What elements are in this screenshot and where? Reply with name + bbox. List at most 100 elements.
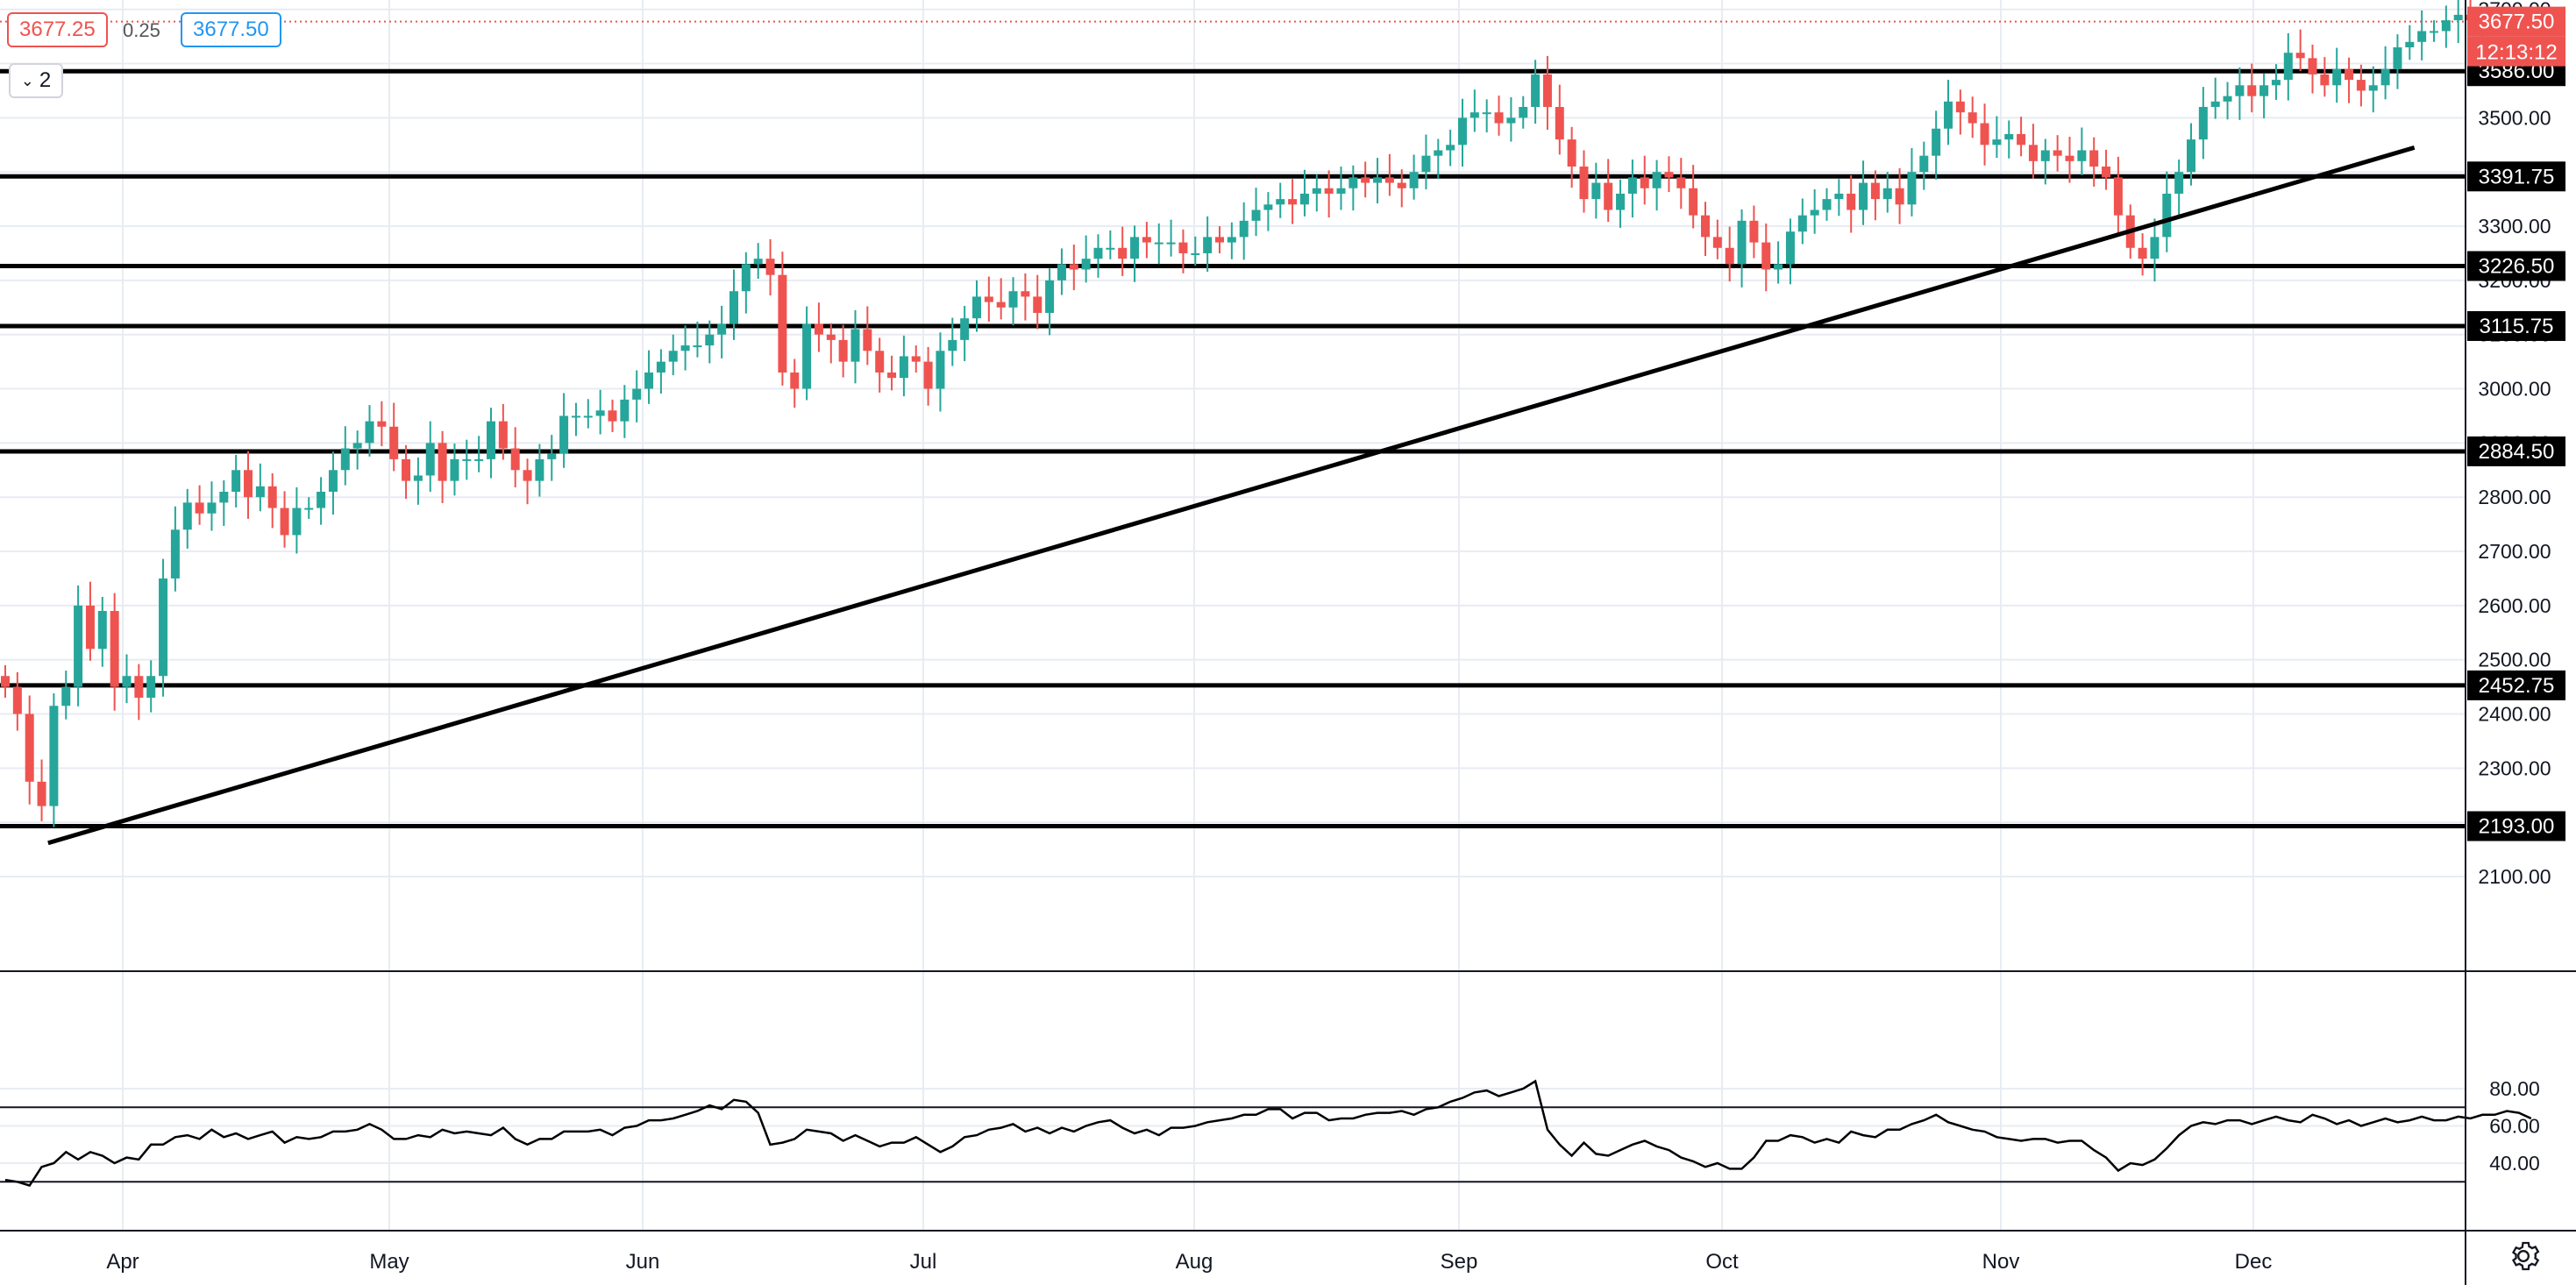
y-tick-label: 2400.00 — [2478, 703, 2551, 726]
candle-body — [765, 259, 775, 275]
candle-body — [1348, 177, 1358, 188]
candle-body — [1506, 117, 1516, 124]
rsi-tick-label: 80.00 — [2489, 1077, 2540, 1100]
candle-body — [207, 502, 217, 514]
candle-body — [1482, 112, 1491, 115]
bid-price[interactable]: 3677.25 — [7, 12, 108, 47]
candle-body — [620, 399, 630, 422]
level-price-label: 3226.50 — [2479, 254, 2555, 278]
candle-body — [1469, 112, 1479, 118]
candle-body — [389, 426, 399, 459]
candle-body — [2380, 68, 2390, 86]
candle-body — [1579, 167, 1589, 200]
candle-body — [1434, 150, 1443, 156]
candle-body — [559, 415, 569, 454]
candle-body — [1288, 199, 1298, 205]
candle-body — [680, 345, 690, 351]
level-price-label: 2452.75 — [2479, 674, 2555, 698]
candle-body — [875, 351, 885, 373]
candle-body — [255, 486, 265, 498]
candle-body — [1008, 291, 1018, 308]
candle-body — [2065, 155, 2074, 161]
candle-body — [1761, 242, 1771, 270]
candle-body — [1519, 107, 1528, 118]
candle-body — [2308, 58, 2317, 75]
candle-body — [1057, 264, 1066, 280]
candle-body — [936, 351, 945, 389]
candle-body — [1689, 188, 1698, 216]
candle-body — [1178, 242, 1188, 253]
candle-body — [1494, 112, 1504, 124]
candle-body — [1555, 107, 1564, 140]
candle-body — [487, 421, 495, 459]
candle-body — [1701, 215, 1710, 238]
candle-body — [2223, 96, 2232, 102]
candle-body — [1591, 182, 1601, 200]
x-tick-label: Jun — [626, 1250, 660, 1274]
candle-body — [1652, 172, 1662, 188]
candle-body — [1336, 188, 1346, 194]
candle-body — [317, 492, 326, 508]
rsi-pane — [0, 1079, 2532, 1187]
candle-body — [1069, 264, 1078, 270]
candle-body — [1712, 237, 1722, 248]
candle-body — [1130, 237, 1140, 259]
candle-body — [826, 334, 836, 340]
x-tick-label: May — [369, 1250, 409, 1274]
candle-body — [25, 713, 34, 782]
candle-body — [1847, 193, 1856, 210]
candle-body — [753, 259, 763, 265]
candle-body — [2187, 139, 2195, 173]
indicator-count: 2 — [39, 68, 52, 92]
level-price-tag — [2467, 811, 2565, 841]
candle-body — [1785, 231, 1795, 265]
candle-body — [1106, 247, 1115, 250]
candle-body — [1081, 259, 1091, 270]
candle-body — [2320, 74, 2330, 86]
candle-body — [2150, 237, 2160, 259]
y-tick-label: 3300.00 — [2478, 215, 2551, 238]
candle-body — [887, 372, 897, 379]
y-tick-label: 2100.00 — [2478, 865, 2551, 888]
candle-body — [1774, 264, 1783, 270]
candle-body — [984, 296, 993, 302]
candle-body — [1276, 199, 1285, 205]
gear-icon[interactable] — [2506, 1239, 2541, 1274]
candle-body — [1870, 182, 1880, 200]
candle-body — [790, 372, 800, 389]
candle-body — [1446, 145, 1455, 151]
candle-body — [402, 458, 411, 481]
candle-body — [2259, 85, 2269, 96]
last-price-tag — [2467, 6, 2565, 37]
candle-body — [219, 492, 229, 503]
candle-body — [850, 329, 860, 362]
x-tick-label: Aug — [1176, 1250, 1213, 1274]
candle-body — [170, 529, 180, 579]
candle-body — [110, 611, 119, 687]
candle-body — [2198, 107, 2208, 140]
candle-body — [12, 686, 22, 714]
candle-body — [2235, 85, 2245, 96]
candle-body — [1822, 199, 1832, 210]
ask-price[interactable]: 3677.50 — [181, 12, 281, 47]
candle-body — [159, 578, 168, 677]
candle-body — [352, 443, 362, 449]
candle-body — [2430, 31, 2438, 33]
candle-body — [668, 351, 678, 362]
indicators-toggle-button[interactable]: ⌄ 2 — [9, 63, 63, 98]
x-tick-label: Apr — [106, 1250, 139, 1274]
candle-body — [972, 296, 981, 319]
y-tick-label: 2500.00 — [2478, 649, 2551, 671]
candle-body — [2089, 150, 2099, 167]
candle-body — [2332, 68, 2342, 86]
candle-body — [1542, 74, 1552, 108]
candle-body — [2113, 177, 2123, 216]
level-price-tag — [2467, 251, 2565, 281]
candle-body — [1154, 242, 1163, 245]
candle-body — [2017, 133, 2026, 146]
candle-body — [2028, 145, 2038, 161]
candle-body — [328, 470, 338, 493]
candle-body — [74, 605, 83, 687]
candle-body — [1944, 101, 1953, 129]
